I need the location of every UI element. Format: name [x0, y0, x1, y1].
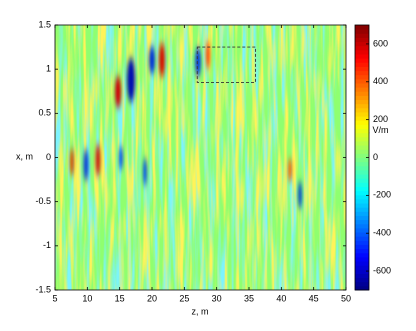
x-tick-label: 5 [52, 293, 57, 303]
colorbar-cell [355, 128, 369, 134]
colorbar-cell [355, 116, 369, 121]
colorbar-tick-label: 400 [373, 76, 388, 86]
colorbar-cell [355, 132, 369, 138]
colorbar-cell [355, 232, 369, 237]
colorbar-cell [355, 25, 369, 30]
x-tick-label: 25 [179, 293, 189, 303]
x-tick-label: 45 [309, 293, 319, 303]
colorbar-cell [355, 140, 369, 146]
colorbar-cell [355, 277, 369, 283]
colorbar-cell [355, 91, 369, 96]
colorbar-cell [355, 248, 369, 254]
x-tick-label: 15 [115, 293, 125, 303]
x-tick-label: 10 [82, 293, 92, 303]
colorbar-cell [355, 58, 369, 63]
x-tick-label: 35 [244, 293, 254, 303]
colorbar-cell [355, 215, 369, 221]
highlight-box [196, 46, 256, 83]
y-tick-label: 1 [46, 64, 51, 74]
colorbar-cell [355, 182, 369, 187]
colorbar-cell [355, 41, 369, 47]
colorbar-cell [355, 203, 369, 208]
field-texture [55, 25, 346, 290]
colorbar-cell [355, 49, 369, 55]
colorbar-cell [355, 62, 369, 67]
colorbar-cell [355, 252, 369, 258]
colorbar-cell [355, 265, 369, 270]
colorbar-cell [355, 70, 369, 76]
colorbar-tick-label: 600 [373, 38, 388, 48]
colorbar-cell [355, 157, 369, 163]
colorbar-cell [355, 107, 369, 113]
y-tick-label: 0 [46, 152, 51, 162]
colorbar-cell [355, 211, 369, 216]
colorbar-cell [355, 178, 369, 183]
colorbar-cell [355, 149, 369, 154]
x-axis-label: z, m [192, 306, 209, 316]
colorbar-cell [355, 261, 369, 266]
colorbar-cell [355, 174, 369, 179]
colorbar-cell [355, 207, 369, 212]
colorbar-cell [355, 45, 369, 51]
colorbar-cell [355, 29, 369, 34]
y-tick-label: 0.5 [38, 108, 51, 118]
colorbar-cell [355, 82, 369, 88]
colorbar-cell [355, 194, 369, 200]
colorbar-cell [355, 219, 369, 225]
y-tick-label: -1.5 [35, 284, 51, 294]
colorbar-cell [355, 240, 369, 245]
colorbar-cell [355, 78, 369, 84]
colorbar-cell [355, 281, 369, 287]
colorbar-tick-label: -200 [373, 190, 391, 200]
colorbar-cell [355, 244, 369, 250]
colorbar-cell [355, 111, 369, 117]
colorbar-cell [355, 198, 369, 204]
colorbar-cell [355, 273, 369, 279]
colorbar-cell [355, 161, 369, 167]
colorbar-cell [355, 269, 369, 274]
colorbar-cell [355, 169, 369, 175]
colorbar-cell [355, 74, 369, 80]
colorbar-cell [355, 256, 369, 262]
y-axis-label: x, m [16, 151, 33, 161]
colorbar-cell [355, 33, 369, 38]
colorbar-cell [355, 223, 369, 229]
colorbar-cell [355, 165, 369, 171]
y-tick-label: 1.5 [38, 19, 51, 29]
colorbar-cell [355, 186, 369, 192]
colorbar-tick-label: -600 [373, 265, 391, 275]
colorbar-cell [355, 145, 369, 150]
x-tick-label: 30 [212, 293, 222, 303]
colorbar-cell [355, 190, 369, 196]
colorbar-cell [355, 227, 369, 233]
colorbar-cell [355, 53, 369, 59]
colorbar-cell [355, 103, 369, 109]
colorbar-label-unit: , V/m [368, 125, 389, 135]
colorbar-cell [355, 236, 369, 241]
y-tick-label: -0.5 [35, 196, 51, 206]
colorbar-cell [355, 153, 369, 158]
colorbar-tick-label: 200 [373, 114, 388, 124]
colorbar-cell [355, 95, 369, 101]
x-tick-label: 50 [341, 293, 351, 303]
y-tick-label: -1 [43, 240, 51, 250]
colorbar-cell [355, 120, 369, 125]
colorbar-cell [355, 87, 369, 92]
x-tick-label: 40 [276, 293, 286, 303]
colorbar-cell [355, 99, 369, 105]
x-tick-label: 20 [147, 293, 157, 303]
colorbar-cell [355, 66, 369, 72]
colorbar-cell [355, 124, 369, 130]
colorbar-tick-label: 0 [373, 152, 378, 162]
colorbar-cell [355, 37, 369, 43]
colorbar-cell [355, 285, 369, 291]
colorbar-tick-label: -400 [373, 228, 391, 238]
colorbar-cell [355, 136, 369, 142]
